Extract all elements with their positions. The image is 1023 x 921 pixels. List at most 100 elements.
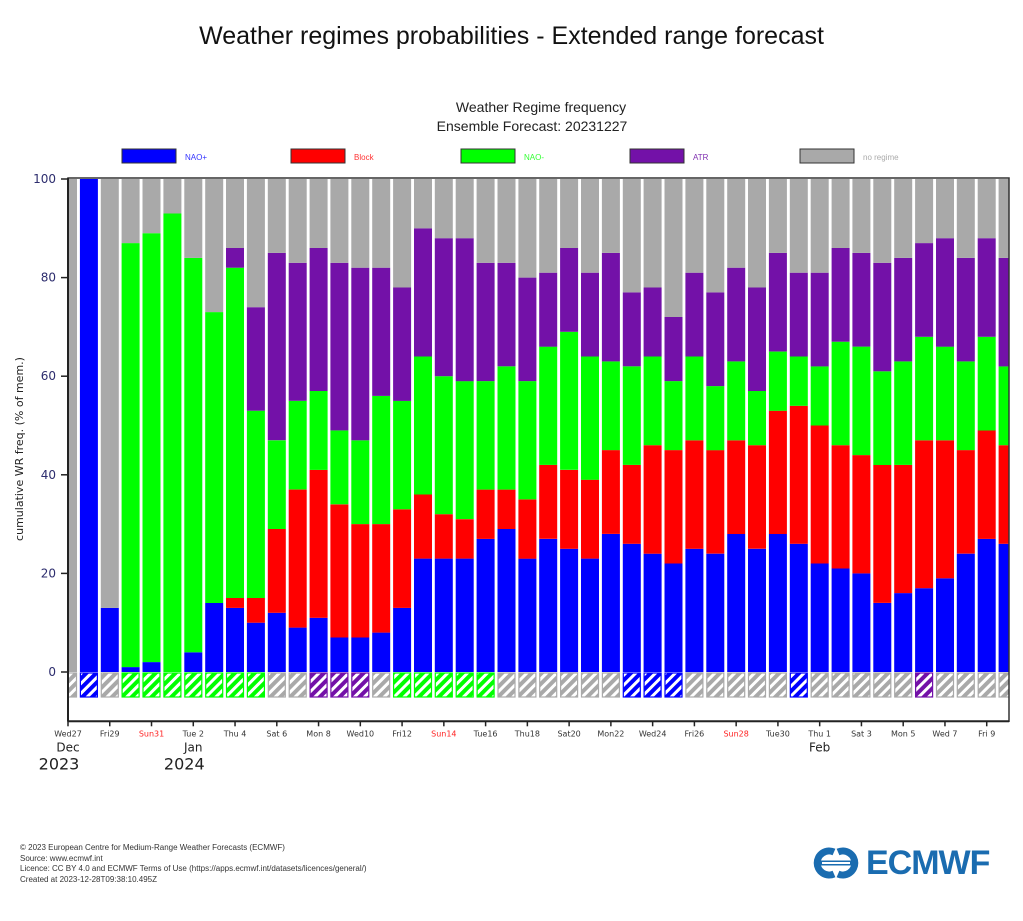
month-label: Jan	[183, 740, 203, 754]
bar-segment-nao-	[852, 346, 871, 456]
bar-stack	[226, 179, 244, 672]
bar-segment-block	[936, 440, 954, 579]
bar-segment-atr	[622, 292, 641, 367]
bar-segment-nao-	[142, 662, 161, 672]
bar-segment-atr	[539, 272, 558, 347]
dominant-regime-marker	[413, 672, 433, 698]
bar-segment-atr	[434, 238, 453, 377]
x-tick-label: Fri12	[392, 729, 412, 738]
bar-segment-block	[810, 425, 829, 564]
bar-segment-nao-	[372, 632, 391, 672]
legend-label: ATR	[693, 153, 709, 162]
weather-regime-chart: Weather Regime frequency Ensemble Foreca…	[13, 99, 1010, 773]
dominant-regime-marker	[664, 672, 683, 698]
bar-segment-block	[748, 445, 766, 549]
bar-segment-atr	[789, 272, 808, 357]
bar-segment-nao-	[267, 612, 286, 672]
bar-segment-no-regime	[956, 179, 975, 258]
bar-segment-nao-	[184, 257, 203, 653]
dominant-regime-marker	[434, 672, 453, 698]
x-tick-label: Thu 1	[807, 729, 831, 738]
bar-segment-nao-	[100, 607, 119, 672]
bar-segment-block	[789, 405, 808, 544]
page-title: Weather regimes probabilities - Extended…	[199, 22, 824, 50]
bar-segment-atr	[873, 262, 892, 372]
bar-stack	[497, 179, 516, 672]
bar-segment-atr	[393, 287, 412, 401]
bar-segment-nao-	[810, 563, 829, 672]
bar-segment-no-regime	[68, 179, 77, 672]
dominant-regime-marker	[873, 672, 892, 698]
bar-segment-nao-	[560, 331, 579, 470]
bar-segment-no-regime	[414, 179, 432, 229]
bar-segment-nao-	[476, 538, 495, 672]
bar-segment-nao-	[915, 336, 934, 441]
dominant-regime-marker	[497, 672, 516, 698]
dominant-regime-marker	[789, 672, 808, 698]
dominant-regime-marker	[706, 672, 725, 698]
bar-segment-atr	[915, 243, 934, 337]
bar-segment-atr	[894, 257, 913, 362]
bar-segment-atr	[936, 238, 954, 347]
bar-segment-block	[539, 464, 558, 539]
bar-segment-atr	[226, 248, 244, 268]
source-text: Source: www.ecmwf.int	[20, 853, 103, 863]
bar-segment-no-regime	[246, 179, 265, 308]
bar-segment-nao-	[977, 336, 996, 431]
bar-stack	[810, 179, 829, 672]
bar-segment-nao-	[288, 627, 307, 672]
bar-segment-block	[372, 524, 391, 633]
legend-label: Block	[354, 153, 375, 162]
bar-segment-block	[351, 524, 370, 638]
bar-segment-atr	[748, 287, 766, 391]
bar-segment-nao-	[831, 341, 850, 446]
bar-segment-atr	[727, 267, 746, 362]
copyright-text: © 2023 European Centre for Medium-Range …	[20, 843, 285, 852]
dominant-regime-marker	[205, 672, 224, 698]
bar-segment-atr	[706, 292, 725, 387]
bar-segment-no-regime	[685, 179, 704, 273]
bar-segment-no-regime	[789, 179, 808, 273]
bar-segment-nao-	[706, 386, 725, 451]
licence-text: Licence: CC BY 4.0 and ECMWF Terms of Us…	[20, 864, 367, 873]
bar-segment-no-regime	[372, 179, 391, 268]
footer: © 2023 European Centre for Medium-Range …	[20, 843, 367, 885]
plot-background	[68, 178, 1009, 722]
bar-segment-block	[768, 410, 787, 534]
dominant-regime-marker	[142, 672, 161, 698]
bar-stack	[455, 179, 474, 672]
bar-segment-atr	[560, 248, 579, 332]
bar-segment-no-regime	[622, 179, 641, 293]
dominant-regime-marker	[351, 672, 370, 698]
chart-subtitle: Ensemble Forecast: 20231227	[437, 118, 628, 134]
bar-segment-nao-	[601, 361, 620, 451]
bar-segment-block	[434, 514, 453, 559]
legend-item-atr: ATR	[629, 148, 709, 164]
bar-segment-nao-	[309, 391, 328, 470]
ecmwf-logo-text: ECMWF	[866, 844, 990, 882]
bar-segment-block	[309, 469, 328, 618]
legend-item-nao-: NAO-	[460, 148, 544, 164]
bar-segment-nao-	[894, 593, 913, 672]
bar-segment-nao-	[351, 440, 370, 525]
bar-segment-block	[664, 450, 683, 564]
x-tick-label: Wed10	[347, 729, 375, 738]
bar-segment-block	[831, 445, 850, 569]
bar-segment-no-regime	[664, 179, 683, 317]
x-tick-label: Mon22	[597, 729, 624, 738]
dominant-regime-marker	[455, 672, 474, 698]
bar-segment-no-regime	[226, 179, 244, 248]
dominant-regime-marker	[121, 672, 140, 698]
bar-stack	[977, 179, 996, 672]
bar-stack	[727, 179, 746, 672]
bar-stack	[372, 179, 391, 672]
dominant-regime-strip	[68, 672, 1009, 698]
bar-segment-no-regime	[309, 179, 328, 248]
dominant-regime-marker	[518, 672, 537, 698]
bar-stack	[330, 179, 349, 672]
bar-segment-nao-	[601, 534, 620, 672]
bar-segment-nao-	[518, 381, 537, 500]
x-tick-label: Sat20	[557, 729, 580, 738]
bar-segment-nao-	[956, 361, 975, 451]
legend-label: NAO-	[524, 153, 544, 162]
